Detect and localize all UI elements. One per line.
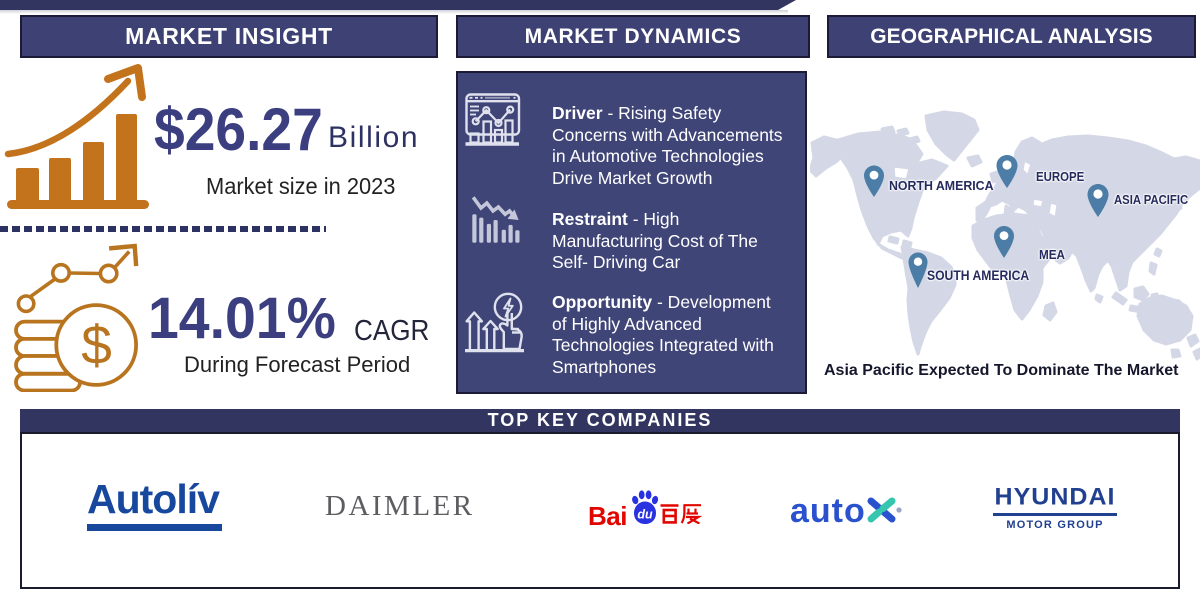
svg-text:$: $	[81, 314, 112, 376]
svg-text:du: du	[637, 508, 653, 522]
